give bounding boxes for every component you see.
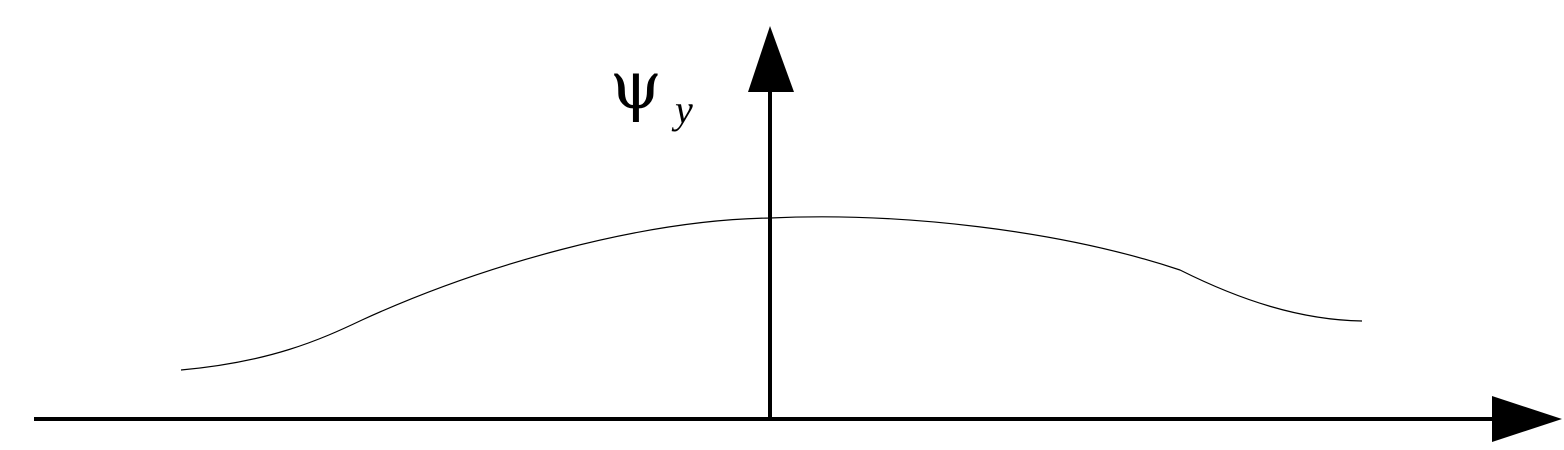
horizontal-axis-arrowhead	[1492, 396, 1562, 442]
vertical-axis-label: ψ y	[610, 47, 693, 132]
axis-label-subscript: y	[671, 87, 693, 132]
axis-label-symbol: ψ	[610, 47, 662, 124]
vertical-axis-arrowhead	[748, 26, 794, 92]
wavefunction-curve	[180, 216, 1363, 371]
